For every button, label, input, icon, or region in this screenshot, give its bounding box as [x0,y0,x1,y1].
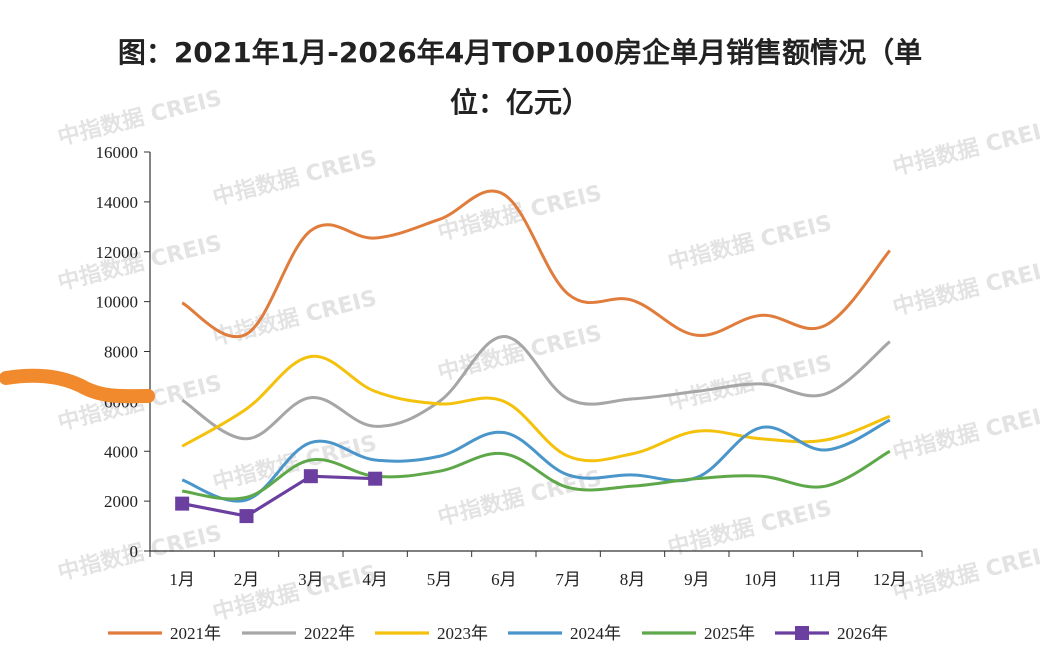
series-2022-line [181,335,891,441]
y-tick-label: 8000 [104,343,138,362]
chart-series [175,189,891,524]
x-tick-label: 2月 [234,570,260,589]
y-tick-label: 0 [130,542,139,561]
chart-title: 图：2021年1月-2026年4月TOP100房企单月销售额情况（单 位：亿元） [0,28,1040,128]
series-2026-line [181,474,376,518]
legend-2023-label: 2023年 [437,624,488,643]
watermark-text: 中指数据 CREIS [890,540,1040,606]
legend-2026-label: 2026年 [837,624,888,643]
watermark-text: 中指数据 CREIS [55,520,224,586]
watermark-text: 中指数据 CREIS [210,145,379,211]
y-tick-label: 2000 [104,492,138,511]
x-tick-label: 7月 [555,570,581,589]
watermark-text: 中指数据 CREIS [55,85,224,151]
series-2024-line [181,418,891,503]
watermark-text: 中指数据 CREIS [890,400,1040,466]
legend-2022-label: 2022年 [304,624,355,643]
series-2026-point [368,471,383,486]
x-tick-label: 1月 [169,570,195,589]
x-tick-label: 10月 [744,570,778,589]
x-tick-label: 3月 [298,570,324,589]
legend-2021-label: 2021年 [170,624,221,643]
x-tick-label: 11月 [809,570,842,589]
series-2026-point [175,496,190,511]
watermark-text: 中指数据 CREIS [435,465,604,531]
series-2023-line [181,354,891,463]
chart-legend: 2021年 2022年 2023年 2024年 2025年 2026年 [108,624,888,643]
series-2025-line [181,449,891,501]
series-2026-point [239,509,254,524]
y-tick-label: 12000 [96,243,139,262]
chart-title-line-2: 位：亿元） [449,86,590,119]
x-tick-label: 4月 [362,570,388,589]
orange-highlight-stroke [0,368,155,404]
x-tick-label: 12月 [873,570,907,589]
x-tick-label: 9月 [684,570,710,589]
y-tick-label: 10000 [96,293,139,312]
y-tick-label: 14000 [96,193,139,212]
series-2026-point [303,469,318,484]
watermark-text: 中指数据 CREIS [55,230,224,296]
legend-2026-marker [795,626,809,640]
x-tick-label: 8月 [620,570,646,589]
x-tick-label: 5月 [427,570,453,589]
chart-title-line-1: 图：2021年1月-2026年4月TOP100房企单月销售额情况（单 [117,36,923,69]
watermark-text: 中指数据 CREIS [890,115,1040,181]
watermark-text: 中指数据 CREIS [665,210,834,276]
watermark-text: 中指数据 CREIS [890,255,1040,321]
series-2021-line [181,189,891,338]
watermark-text: 中指数据 CREIS [210,285,379,351]
legend-2024-label: 2024年 [570,624,621,643]
legend-2025-label: 2025年 [704,624,755,643]
y-tick-label: 4000 [104,442,138,461]
y-tick-label: 16000 [96,143,139,162]
x-tick-label: 6月 [491,570,517,589]
